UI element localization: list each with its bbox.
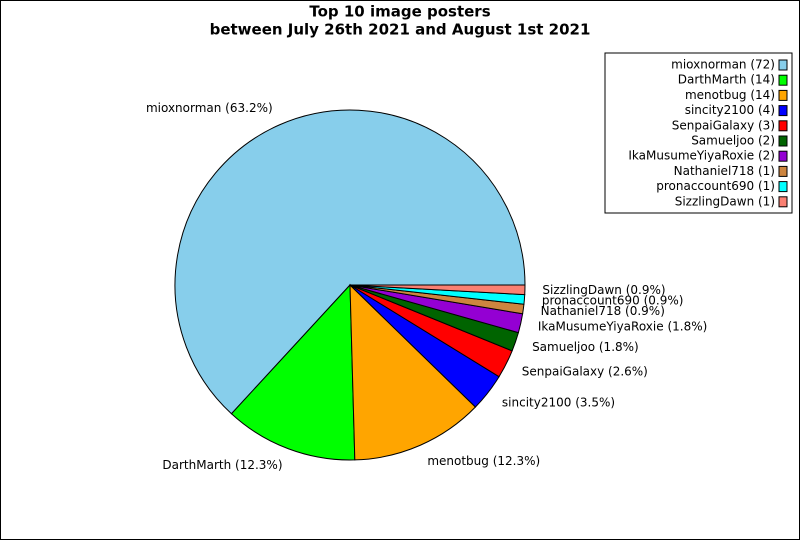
pie-slice <box>230 283 356 461</box>
chart-title: between July 26th 2021 and August 1st 20… <box>210 21 591 39</box>
slice-label: SenpaiGalaxy (2.6%) <box>522 364 648 378</box>
legend-label: menotbug (14) <box>685 88 775 102</box>
legend-label: pronaccount690 (1) <box>656 179 775 193</box>
legend-swatch <box>778 89 788 101</box>
slice-label: mioxnorman (63.2%) <box>146 101 273 115</box>
legend-label: Samueljoo (2) <box>691 134 775 148</box>
legend-swatch <box>778 181 788 193</box>
legend-box <box>604 52 793 214</box>
legend-swatch <box>778 59 788 71</box>
pie-slice <box>349 283 477 461</box>
pie-slice <box>349 284 526 296</box>
slice-label: Samueljoo (1.8%) <box>532 340 639 354</box>
legend-label: sincity2100 (4) <box>685 103 775 117</box>
legend-swatch <box>778 165 788 177</box>
legend-label: SizzlingDawn (1) <box>675 194 775 208</box>
slice-label: IkaMusumeYiyaRoxie (1.8%) <box>538 320 707 334</box>
legend-label: Nathaniel718 (1) <box>674 164 775 178</box>
legend-swatch <box>778 105 788 117</box>
legend-label: DarthMarth (14) <box>678 73 775 87</box>
legend-label: mioxnorman (72) <box>671 58 775 72</box>
slice-label: pronaccount690 (0.9%) <box>542 293 684 307</box>
legend-swatch <box>778 120 788 132</box>
legend-swatch <box>778 74 788 86</box>
legend-label: IkaMusumeYiyaRoxie (2) <box>628 149 775 163</box>
legend-swatch <box>778 150 788 162</box>
legend-swatch <box>778 196 788 208</box>
slice-label: sincity2100 (3.5%) <box>502 396 615 410</box>
slice-label: DarthMarth (12.3%) <box>162 458 282 472</box>
chart-title: Top 10 image posters <box>309 3 490 21</box>
legend-label: SenpaiGalaxy (3) <box>672 118 775 132</box>
slice-label: Nathaniel718 (0.9%) <box>541 304 665 318</box>
pie-slice <box>174 109 526 415</box>
slice-label: SizzlingDawn (0.9%) <box>542 283 665 297</box>
legend-swatch <box>778 135 788 147</box>
slice-label: menotbug (12.3%) <box>427 454 540 468</box>
